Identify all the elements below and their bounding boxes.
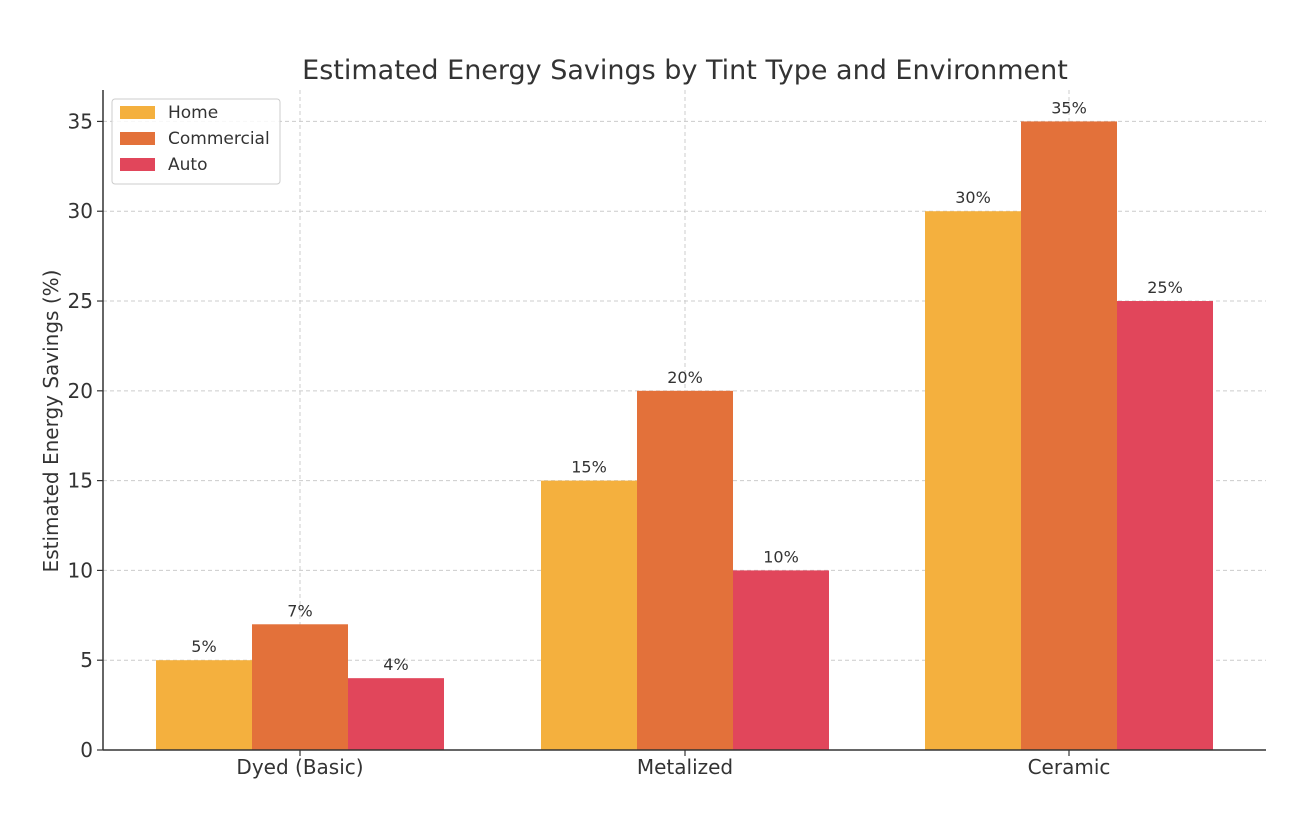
data-label: 25% [1147,278,1183,297]
legend-label-commercial: Commercial [168,129,270,149]
data-label: 10% [763,547,799,566]
data-label: 35% [1051,98,1087,117]
chart-title: Estimated Energy Savings by Tint Type an… [302,55,1068,86]
bar-commercial-2 [637,390,733,750]
y-tick-label: 25 [68,289,93,313]
bar-auto-2 [733,570,829,750]
y-tick-label: 20 [68,379,93,403]
y-tick-label: 5 [80,648,93,672]
data-labels: 5% 15% 30% 7% 20% 35% 4% 10% 25% [191,98,1182,674]
y-tick-label: 10 [68,558,93,582]
bar-home-2 [541,480,637,750]
legend-swatch-home [120,106,155,119]
data-label: 7% [287,601,312,620]
bar-auto-3 [1117,301,1213,750]
bar-home-3 [925,211,1021,750]
data-label: 5% [191,637,216,656]
y-axis-label: Estimated Energy Savings (%) [39,270,63,573]
legend-swatch-commercial [120,132,155,145]
legend-label-home: Home [168,103,218,123]
legend-label-auto: Auto [168,155,207,175]
legend: Home Commercial Auto [111,98,281,185]
axes: 0 5 10 15 20 25 30 35 Dyed (Basic) Metalized Ceram… [68,90,1266,779]
x-tick-label: Metalized [637,755,733,779]
bar-home-1 [156,660,252,750]
data-label: 15% [571,458,607,477]
bar-commercial-3 [1021,121,1117,750]
bar-commercial-1 [252,624,348,750]
x-tick-label: Dyed (Basic) [236,755,363,779]
data-label: 20% [667,368,703,387]
bar-auto-1 [348,678,444,750]
data-label: 30% [955,188,991,207]
data-label: 4% [383,655,408,674]
x-tick-label: Ceramic [1028,755,1111,779]
y-tick-label: 15 [68,469,93,493]
y-tick-label: 35 [68,109,93,133]
legend-swatch-auto [120,158,155,171]
y-tick-label: 0 [80,738,93,762]
bars [156,121,1213,750]
y-tick-label: 30 [68,199,93,223]
